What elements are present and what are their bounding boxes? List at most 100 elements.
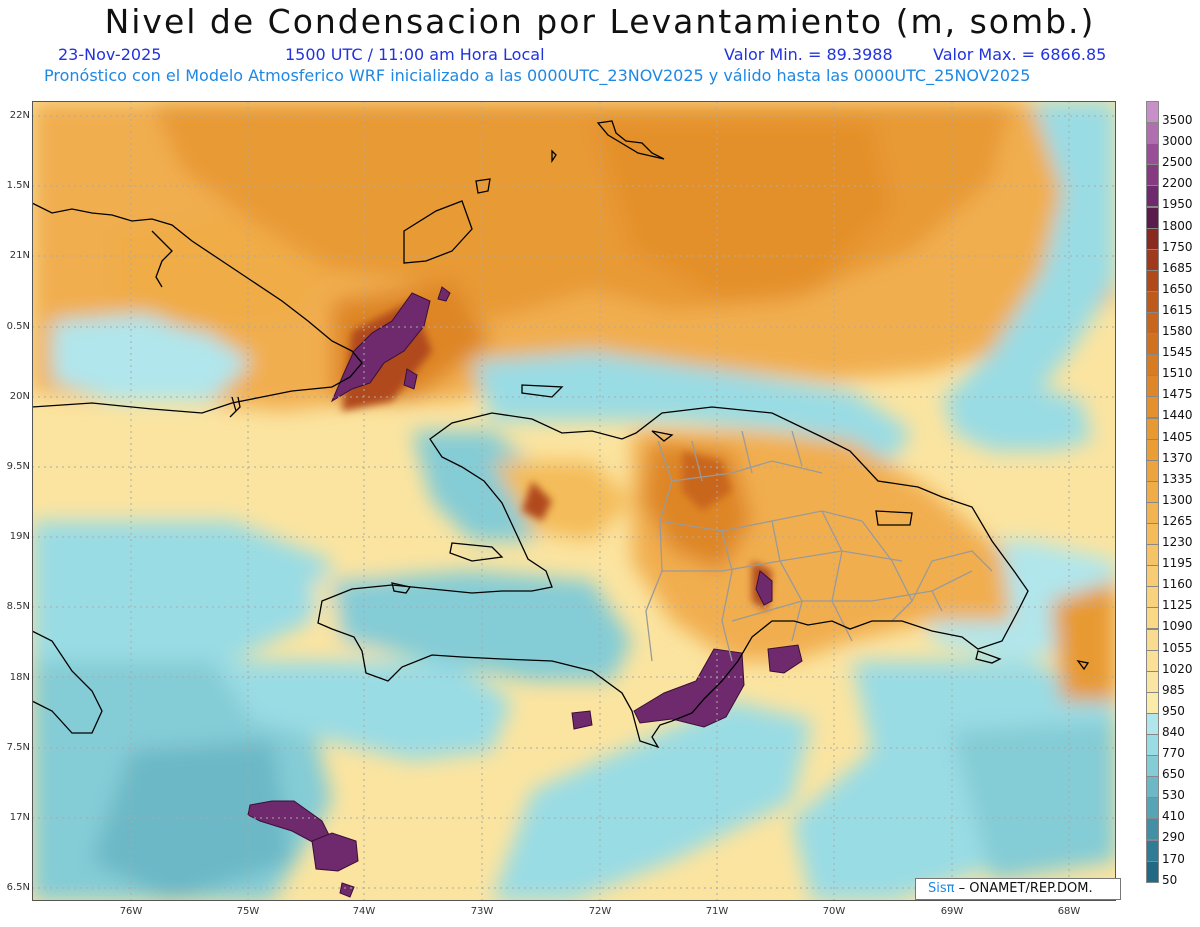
forecast-time: 1500 UTC / 11:00 am Hora Local — [285, 45, 545, 64]
map-title: Nivel de Condensacion por Levantamiento … — [104, 2, 1096, 41]
colorbar-swatch — [1146, 312, 1159, 335]
lat-label: 8.5N — [6, 601, 30, 612]
lat-label: 18N — [9, 672, 30, 683]
map-frame — [32, 101, 1116, 901]
lon-label: 75W — [236, 906, 260, 917]
lon-label: 76W — [119, 906, 143, 917]
colorbar-label: 1300 — [1162, 492, 1193, 507]
colorbar-swatch — [1146, 544, 1159, 567]
lat-label: 7.5N — [6, 742, 30, 753]
colorbar-label: 1090 — [1162, 619, 1193, 634]
colorbar-swatch — [1146, 417, 1159, 440]
colorbar-label: 1265 — [1162, 513, 1193, 528]
lon-label: 73W — [470, 906, 494, 917]
credit-text: – ONAMET/REP.DOM. — [958, 881, 1093, 896]
lcl-map — [32, 101, 1116, 901]
colorbar-label: 410 — [1162, 809, 1185, 824]
colorbar-label: 1335 — [1162, 471, 1193, 486]
colorbar-swatch — [1146, 839, 1159, 862]
colorbar-swatch — [1146, 691, 1159, 714]
colorbar-label: 1405 — [1162, 429, 1193, 444]
colorbar-swatch — [1146, 375, 1159, 398]
colorbar-label: 1370 — [1162, 450, 1193, 465]
colorbar-swatch — [1146, 649, 1159, 672]
colorbar-label: 1160 — [1162, 577, 1193, 592]
min-value: Valor Min. = 89.3988 — [724, 45, 893, 64]
colorbar-swatch — [1146, 164, 1159, 187]
colorbar-label: 3500 — [1162, 113, 1193, 127]
coastlines — [32, 120, 1090, 749]
max-value: Valor Max. = 6866.85 — [933, 45, 1107, 64]
credit-box: Sisπ – ONAMET/REP.DOM. — [915, 878, 1121, 900]
colorbar-label: 1615 — [1162, 302, 1193, 317]
colorbar-label: 770 — [1162, 746, 1185, 760]
colorbar-swatch — [1146, 248, 1159, 271]
colorbar-swatch — [1146, 143, 1159, 166]
colorbar-swatch — [1146, 755, 1159, 778]
colorbar-label: 650 — [1162, 767, 1185, 782]
colorbar-swatch — [1146, 818, 1159, 841]
colorbar-swatch — [1146, 227, 1159, 250]
colorbar-label: 1545 — [1162, 345, 1193, 360]
colorbar-swatch — [1146, 333, 1159, 356]
lat-label: 9.5N — [6, 461, 30, 472]
colorbar-swatch — [1146, 396, 1159, 419]
colorbar-swatch — [1146, 670, 1159, 693]
colorbar-swatch — [1146, 586, 1159, 609]
colorbar-label: 1950 — [1162, 197, 1193, 212]
lat-label: 21N — [9, 250, 30, 261]
province-borders — [645, 430, 993, 662]
colorbar-label: 2200 — [1162, 176, 1193, 191]
colorbar-swatch — [1146, 607, 1159, 630]
lon-label: 69W — [940, 906, 964, 917]
lat-label: 22N — [9, 110, 30, 121]
colorbar-label: 950 — [1162, 703, 1185, 718]
colorbar-label: 1230 — [1162, 535, 1193, 549]
colorbar-label: 1650 — [1162, 281, 1193, 296]
lat-label: 1.5N — [6, 180, 30, 191]
colorbar-label: 290 — [1162, 830, 1185, 845]
colorbar-label: 1800 — [1162, 218, 1193, 233]
colorbar-label: 170 — [1162, 851, 1185, 866]
colorbar-label: 985 — [1162, 682, 1185, 697]
colorbar-swatch — [1146, 480, 1159, 503]
colorbar-swatch — [1146, 290, 1159, 313]
colorbar-swatch — [1146, 523, 1159, 546]
colorbar-label: 840 — [1162, 724, 1185, 739]
colorbar-label: 50 — [1162, 872, 1178, 887]
colorbar-label: 3000 — [1162, 134, 1193, 149]
colorbar-swatch — [1146, 734, 1159, 757]
lat-label: 19N — [9, 531, 30, 542]
lon-label: 68W — [1057, 906, 1081, 917]
colorbar-label: 1055 — [1162, 640, 1193, 655]
lon-label: 72W — [588, 906, 612, 917]
lat-label: 0.5N — [6, 321, 30, 332]
forecast-description: Pronóstico con el Modelo Atmosferico WRF… — [44, 66, 1031, 85]
colorbar-label: 1750 — [1162, 239, 1193, 254]
lon-label: 70W — [822, 906, 846, 917]
forecast-date: 23-Nov-2025 — [58, 45, 162, 64]
lat-label: 6.5N — [6, 882, 30, 893]
lat-label: 20N — [9, 391, 30, 402]
colorbar-label: 530 — [1162, 788, 1185, 803]
colorbar-label: 2500 — [1162, 155, 1193, 170]
colorbar-label: 1440 — [1162, 408, 1193, 423]
colorbar-label: 1195 — [1162, 556, 1193, 571]
colorbar-swatch — [1146, 797, 1159, 820]
colorbar-swatch — [1146, 459, 1159, 482]
colorbar-swatch — [1146, 101, 1159, 124]
lat-label: 17N — [9, 812, 30, 823]
colorbar-swatch — [1146, 354, 1159, 377]
lcl-field — [32, 101, 1116, 901]
colorbar-swatch — [1146, 122, 1159, 145]
colorbar-swatch — [1146, 628, 1159, 651]
colorbar-swatch — [1146, 565, 1159, 588]
colorbar-swatch — [1146, 776, 1159, 799]
colorbar-swatch — [1146, 501, 1159, 524]
colorbar-swatch — [1146, 206, 1159, 229]
colorbar-swatch — [1146, 269, 1159, 292]
colorbar-label: 1580 — [1162, 324, 1193, 338]
colorbar-swatch — [1146, 438, 1159, 461]
colorbar-label: 1510 — [1162, 366, 1193, 381]
colorbar-swatch — [1146, 860, 1159, 883]
